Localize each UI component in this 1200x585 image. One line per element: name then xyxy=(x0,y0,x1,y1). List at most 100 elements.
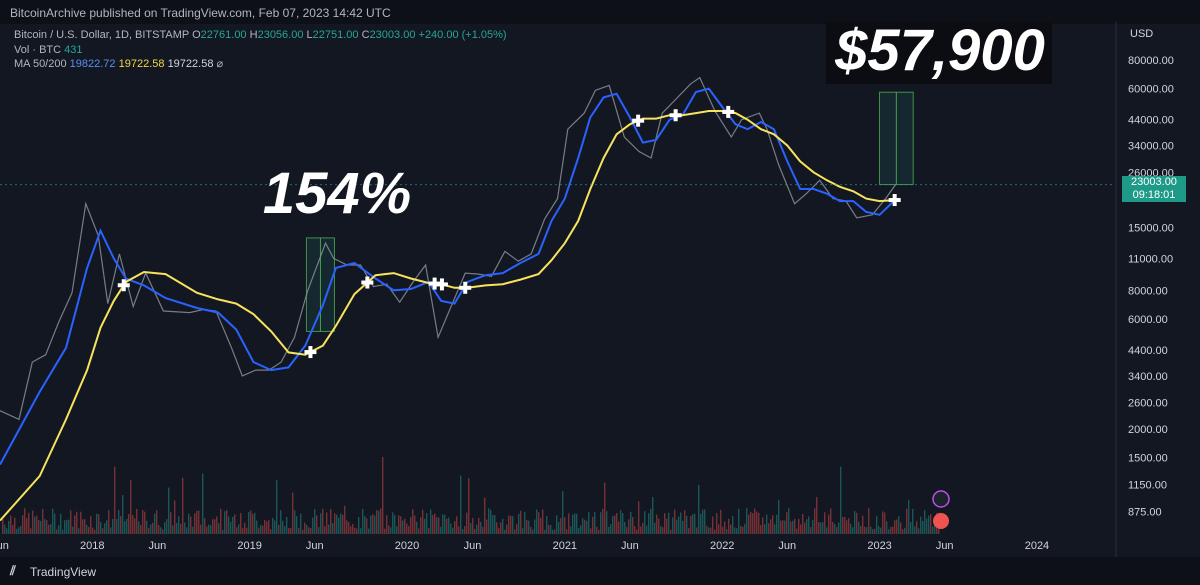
volume-bar xyxy=(744,523,746,534)
volume-bar xyxy=(822,522,824,534)
crossover-marker xyxy=(459,281,472,294)
volume-bar xyxy=(402,520,404,534)
volume-bar xyxy=(472,518,474,534)
volume-bar xyxy=(684,510,686,534)
volume-bar xyxy=(700,513,702,534)
volume-bar xyxy=(736,528,738,534)
volume-bar xyxy=(406,523,408,534)
volume-bar xyxy=(366,518,368,534)
volume-bar xyxy=(510,515,512,534)
volume-bar xyxy=(788,508,790,534)
volume-bar xyxy=(258,527,260,534)
volume-bar xyxy=(278,524,280,534)
volume-bar xyxy=(486,519,488,534)
crossover-marker xyxy=(722,105,735,118)
header-bar: BitcoinArchive published on TradingView.… xyxy=(0,0,1200,24)
volume-bar xyxy=(568,513,570,534)
legend-close: 23003.00 xyxy=(369,29,416,41)
volume-bar xyxy=(514,529,516,534)
volume-bar xyxy=(850,523,852,534)
x-tick-label: 2021 xyxy=(553,540,577,552)
volume-bar xyxy=(544,529,546,534)
volume-bar xyxy=(386,515,388,534)
volume-bar xyxy=(398,515,400,534)
volume-bar xyxy=(290,528,292,534)
volume-bar xyxy=(878,526,880,534)
volume-bar xyxy=(784,520,786,534)
footer-bar: ⫽ TradingView xyxy=(0,557,1200,585)
volume-bar xyxy=(38,520,40,534)
volume-bar xyxy=(444,514,446,534)
volume-bar xyxy=(464,526,466,534)
volume-bar xyxy=(678,516,680,534)
volume-bar xyxy=(220,508,222,534)
volume-bar xyxy=(562,491,564,534)
x-tick-label: Jun xyxy=(778,540,796,552)
volume-bar xyxy=(332,523,334,534)
volume-bar xyxy=(650,508,652,534)
tradingview-logo-icon[interactable]: ⫽ xyxy=(10,563,16,578)
volume-bar xyxy=(282,520,284,534)
footer-brand[interactable]: TradingView xyxy=(30,565,97,579)
volume-bar xyxy=(680,512,682,534)
price-chart[interactable]: USD80000.0060000.0044000.0034000.0026000… xyxy=(0,22,1200,557)
volume-bar xyxy=(558,521,560,534)
x-tick-label: Jun xyxy=(621,540,639,552)
x-tick-label: Jun xyxy=(149,540,167,552)
volume-bar xyxy=(724,521,726,534)
volume-bar xyxy=(756,511,758,534)
volume-bar xyxy=(372,514,374,534)
volume-bar xyxy=(384,528,386,534)
volume-bar xyxy=(286,517,288,534)
legend-close-label: C xyxy=(361,29,370,41)
last-price-value: 23003.00 xyxy=(1131,176,1177,188)
y-tick-label: 2600.00 xyxy=(1128,398,1168,410)
volume-bar xyxy=(834,523,836,534)
x-tick-label: 2024 xyxy=(1025,540,1049,552)
y-tick-label: 8000.00 xyxy=(1128,285,1168,297)
volume-bar xyxy=(610,524,612,534)
volume-bar xyxy=(232,516,234,534)
volume-bar xyxy=(76,511,78,534)
volume-bar xyxy=(642,523,644,534)
crossover-marker-v xyxy=(636,114,641,127)
volume-bar xyxy=(80,511,82,534)
crossover-marker xyxy=(117,279,130,292)
legend-open: 22761.00 xyxy=(200,29,247,41)
volume-bar xyxy=(66,519,68,534)
y-tick-label: 6000.00 xyxy=(1128,314,1168,326)
volume-bar xyxy=(730,524,732,534)
volume-bar xyxy=(866,527,868,534)
volume-bar xyxy=(790,521,792,534)
volume-bar xyxy=(518,513,520,534)
target-price-annotation: $57,900 xyxy=(834,22,1045,83)
volume-bar xyxy=(56,529,58,534)
volume-bar xyxy=(800,524,802,534)
volume-bar xyxy=(408,526,410,534)
volume-bar xyxy=(692,514,694,534)
volume-bar xyxy=(242,528,244,534)
volume-bar xyxy=(860,525,862,534)
volume-bar xyxy=(168,487,170,534)
volume-bar xyxy=(738,508,740,534)
volume-bar xyxy=(166,519,168,534)
volume-bar xyxy=(254,512,256,534)
volume-bar xyxy=(798,518,800,534)
hide-indicator-icon[interactable]: ⌀ xyxy=(216,58,224,70)
volume-bar xyxy=(528,520,530,534)
volume-bar xyxy=(362,509,364,534)
volume-bar xyxy=(330,509,332,534)
legend-high: 23056.00 xyxy=(257,29,304,41)
volume-bar xyxy=(154,513,156,534)
volume-bar xyxy=(438,517,440,534)
volume-bar xyxy=(416,521,418,534)
volume-bar xyxy=(378,510,380,534)
volume-bar xyxy=(608,526,610,534)
volume-bar xyxy=(40,520,42,534)
volume-bar xyxy=(34,516,36,534)
volume-bar xyxy=(862,515,864,534)
volume-bar xyxy=(162,529,164,534)
volume-bar xyxy=(492,515,494,534)
volume-bar xyxy=(454,521,456,534)
volume-bar xyxy=(894,520,896,534)
